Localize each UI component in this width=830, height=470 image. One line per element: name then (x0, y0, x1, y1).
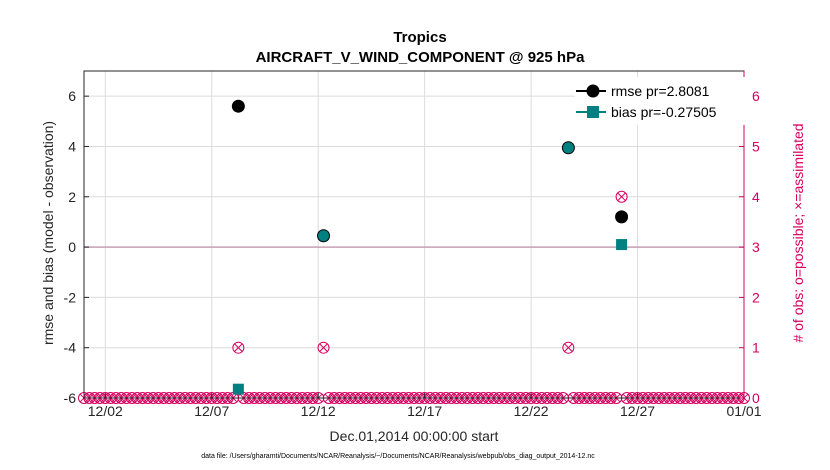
obs-count-marker (562, 341, 575, 354)
data-series (231, 99, 629, 395)
legend-rmse-marker (586, 84, 600, 98)
obs-assimilated-cross (564, 343, 573, 352)
legend: rmse pr=2.8081 bias pr=-0.27505 (575, 77, 745, 125)
obs-assimilated-cross (234, 343, 243, 352)
legend-rmse-label: rmse pr=2.8081 (611, 83, 710, 99)
y-tick-label: 0 (68, 239, 76, 255)
rmse-point (615, 210, 629, 224)
bias-point (616, 239, 628, 251)
y-right-tick-label: 2 (752, 289, 760, 305)
y-right-tick-label: 6 (752, 88, 760, 104)
y-axis-label: rmse and bias (model - observation) (40, 121, 56, 345)
obs-possible-circle (317, 341, 330, 354)
legend-bias-marker (587, 106, 599, 118)
bias-point (562, 142, 574, 154)
y-right-tick-label: 5 (752, 138, 760, 154)
y-axis-right-label: # of obs: o=possible; ×=assimilated (790, 123, 806, 342)
x-tick-label: 01/01 (726, 403, 761, 419)
axis-ticks: 12/02 12/07 12/12 12/17 12/22 12/27 01/01 -6 -4 -… (64, 71, 762, 419)
bias-point (318, 230, 330, 242)
obs-possible-circle (562, 341, 575, 354)
x-tick-label: 12/02 (88, 403, 123, 419)
x-tick-label: 12/17 (407, 403, 442, 419)
y-tick-label: 6 (68, 88, 76, 104)
y-right-tick-label: 4 (752, 189, 760, 205)
obs-count-marker (317, 341, 330, 354)
rmse-point (231, 99, 245, 113)
y-tick-label: 2 (68, 189, 76, 205)
obs-count-marker (232, 341, 245, 354)
obs-possible-circle (615, 190, 628, 203)
legend-bias-label: bias pr=-0.27505 (611, 104, 717, 120)
obs-possible-circle (232, 341, 245, 354)
y-tick-label: -2 (64, 289, 77, 305)
x-tick-label: 12/07 (194, 403, 229, 419)
y-tick-label: 4 (68, 138, 76, 154)
bias-point (232, 383, 244, 395)
legend-background (575, 77, 745, 125)
obs-assimilated-cross (319, 343, 328, 352)
obs-assimilated-cross (617, 192, 626, 201)
chart-subtitle: AIRCRAFT_V_WIND_COMPONENT @ 925 hPa (256, 49, 586, 66)
x-tick-label: 12/27 (620, 403, 655, 419)
y-right-tick-label: 0 (752, 390, 760, 406)
data-file-footnote: data file: /Users/gharamti/Documents/NCA… (201, 453, 595, 460)
y-tick-label: -6 (64, 390, 77, 406)
obs-count-marker (615, 190, 628, 203)
x-tick-label: 12/22 (514, 403, 549, 419)
chart-title: Tropics (393, 29, 446, 46)
y-right-tick-label: 1 (752, 340, 760, 356)
y-tick-label: -4 (64, 340, 77, 356)
x-tick-label: 12/12 (301, 403, 336, 419)
y-right-tick-label: 3 (752, 239, 760, 255)
x-axis-label: Dec.01,2014 00:00:00 start (330, 428, 499, 444)
